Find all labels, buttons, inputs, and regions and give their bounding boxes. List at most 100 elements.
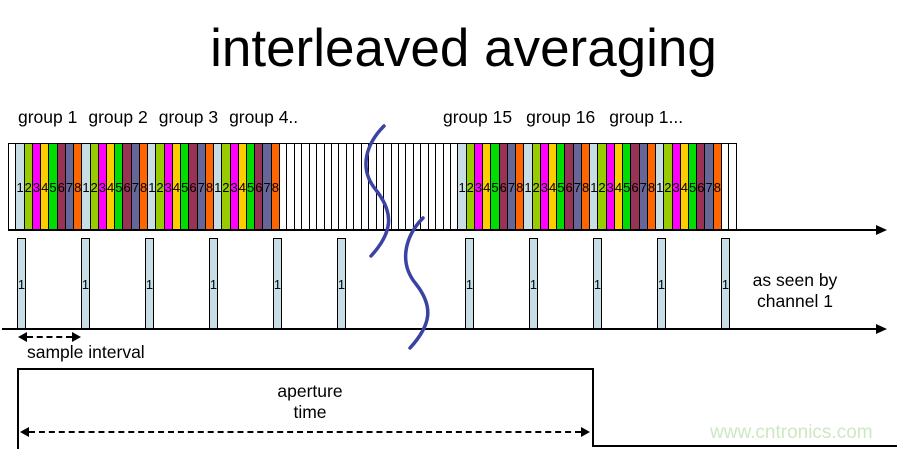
channel-bar: 1 (523, 144, 532, 230)
channel-bar: 4 (679, 144, 688, 230)
channel1-pulse: 1 (81, 238, 90, 330)
pulse-number: 1 (721, 276, 730, 292)
channel-bar: 4 (613, 144, 623, 230)
channel-bar: 7 (572, 144, 581, 230)
channel-bar: 6 (254, 144, 263, 230)
channel-bar: 7 (130, 144, 139, 230)
channel-number: 7 (507, 179, 516, 195)
channel-number: 6 (697, 179, 705, 195)
channel-bar: 3 (31, 144, 41, 230)
blank-bar (353, 144, 360, 230)
channel-bar: 8 (73, 144, 82, 230)
channel-bar: 5 (556, 144, 565, 230)
top-axis-arrow-icon (876, 225, 887, 235)
channel-number: 5 (491, 179, 499, 195)
group-labels-right: group 15 group 16 group 1... (443, 107, 683, 128)
channel-number: 2 (24, 179, 32, 195)
pulse-number: 1 (209, 276, 218, 292)
channel-bar: 4 (482, 144, 491, 230)
group-label: group 16 (526, 107, 596, 127)
channel-number: 4 (238, 179, 246, 195)
group-label: group 4.. (229, 107, 299, 127)
channel-bar: 4 (171, 144, 181, 230)
pulse-number: 1 (81, 276, 90, 292)
channel-bar: 8 (515, 144, 524, 230)
channel-number: 7 (573, 179, 581, 195)
channel-number: 7 (705, 179, 713, 195)
group-label: group 1 (18, 107, 78, 127)
channel-number: 3 (474, 179, 483, 195)
channel-number: 6 (123, 179, 131, 195)
channel-bar: 3 (163, 144, 172, 230)
channel-number: 4 (483, 179, 491, 195)
aperture-right-edge (592, 368, 594, 447)
channel1-pulse: 1 (657, 238, 666, 330)
top-time-axis (8, 229, 878, 231)
channel-number: 2 (466, 179, 474, 195)
aperture-left-edge (17, 368, 19, 449)
channel-bar: 3 (605, 144, 614, 230)
channel-bar: 5 (114, 144, 123, 230)
channel-bar: 1 (589, 144, 598, 230)
channel-number: 4 (614, 179, 623, 195)
channel-number: 1 (148, 179, 156, 195)
blank-bar (728, 144, 735, 230)
channel-number: 5 (247, 179, 255, 195)
channel-bar: 5 (48, 144, 57, 230)
blank-bar (383, 144, 390, 230)
channel-bar: 2 (663, 144, 672, 230)
channel-bar: 2 (23, 144, 32, 230)
channel-number: 3 (32, 179, 41, 195)
channel-number: 2 (90, 179, 98, 195)
channel-number: 3 (672, 179, 680, 195)
channel-bar: 3 (97, 144, 107, 230)
sample-interval-label: sample interval (27, 342, 145, 362)
channel-bar: 5 (622, 144, 631, 230)
channel-number: 3 (540, 179, 549, 195)
blank-bar (331, 144, 338, 230)
blank-bar (375, 144, 383, 230)
channel-number: 4 (549, 179, 557, 195)
blank-bar (420, 144, 427, 230)
channel-bar: 2 (531, 144, 540, 230)
channel1-pulse: 1 (721, 238, 730, 330)
channel-number: 7 (263, 179, 271, 195)
channel-number: 6 (631, 179, 639, 195)
channel-bar: 1 (81, 144, 90, 230)
bottom-time-axis (2, 328, 878, 330)
aperture-bottom-edge (592, 445, 897, 447)
channel-number: 1 (16, 179, 24, 195)
group-label: group 3 (158, 107, 219, 127)
blank-bar (412, 144, 420, 230)
channel-bar: 7 (638, 144, 647, 230)
channel-bar: 8 (270, 144, 279, 230)
pulse-number: 1 (593, 276, 602, 292)
blank-bar (345, 144, 353, 230)
channel-bar: 8 (138, 144, 148, 230)
channel-bar: 7 (196, 144, 205, 230)
channel-number: 5 (689, 179, 697, 195)
channel-bar: 4 (548, 144, 557, 230)
group-label: group 2 (88, 107, 148, 127)
channel-bar: 8 (712, 144, 721, 230)
channel-number: 2 (222, 179, 230, 195)
blank-bar (368, 144, 375, 230)
channel-bar: 3 (539, 144, 549, 230)
channel-number: 1 (214, 179, 222, 195)
channel-bar: 7 (704, 144, 713, 230)
channel-number: 4 (107, 179, 115, 195)
blank-bar (323, 144, 331, 230)
channel-bar: 6 (122, 144, 131, 230)
channel-number: 7 (131, 179, 139, 195)
channel-number: 8 (139, 179, 148, 195)
channel1-pulse: 1 (17, 238, 26, 330)
pulse-number: 1 (337, 276, 346, 292)
channel-number: 1 (590, 179, 598, 195)
channel-bar: 7 (262, 144, 271, 230)
channel-number: 3 (164, 179, 172, 195)
channel-number: 7 (197, 179, 205, 195)
blank-bar (293, 144, 301, 230)
channel-bar: 7 (64, 144, 74, 230)
channel-bar: 8 (646, 144, 656, 230)
channel-number: 8 (271, 179, 279, 195)
